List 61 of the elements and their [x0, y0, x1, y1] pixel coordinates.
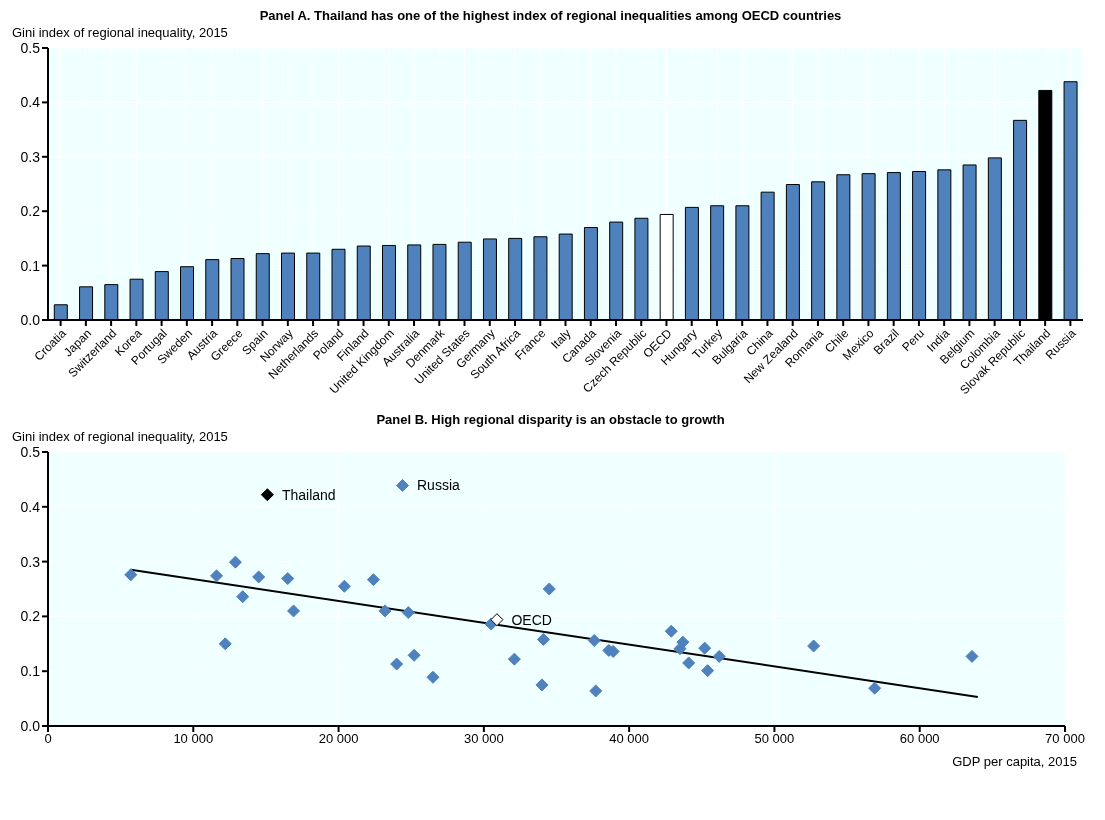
point: [664, 624, 678, 638]
series-label: OECD: [511, 611, 552, 628]
point: [589, 684, 603, 698]
point: [366, 573, 380, 587]
point: [682, 656, 696, 670]
point: [536, 632, 550, 646]
point: [252, 570, 266, 584]
point: [426, 670, 440, 684]
x-tick-label: 50 000: [754, 731, 795, 747]
point: [236, 590, 250, 604]
point: [587, 634, 601, 648]
x-axis-title: GDP per capita, 2015: [951, 754, 1077, 769]
point: [337, 579, 351, 593]
y-tick-label: 0.5: [20, 443, 41, 460]
x-tick-label: 70 000: [1045, 731, 1085, 747]
y-tick-label: 0.3: [20, 148, 41, 165]
series-label: Russia: [417, 477, 461, 494]
point: [281, 572, 295, 586]
point: [396, 478, 409, 492]
point: [287, 604, 301, 618]
y-tick-label: 0.4: [20, 498, 41, 515]
point: [535, 678, 549, 692]
x-tick-label: 0: [44, 731, 52, 747]
point: [490, 613, 504, 627]
chart-title: Panel A. Thailand has one of the highest index of regional inequalities among OECD countries: [258, 8, 843, 23]
y-tick-label: 0.0: [20, 717, 41, 734]
point: [210, 569, 224, 583]
x-tick-label: 40 000: [609, 731, 650, 747]
point: [401, 606, 415, 620]
y-tick-label: 0.3: [20, 553, 41, 570]
point: [378, 604, 392, 618]
point: [698, 641, 712, 655]
point: [124, 568, 138, 582]
point: [507, 652, 521, 666]
point: [390, 657, 404, 671]
point: [218, 637, 232, 651]
y-tick-label: 0.1: [20, 663, 41, 680]
chart-title: Panel B. High regional disparity is an obstacle to growth: [375, 412, 726, 427]
y-tick-label: 0.2: [20, 203, 41, 220]
point: [228, 555, 242, 569]
x-tick-label: 60 000: [899, 731, 940, 747]
y-tick-label: 0.1: [20, 257, 41, 274]
point: [673, 642, 687, 656]
y-tick-label: 0.2: [20, 608, 41, 625]
y-axis-title: Gini index of regional inequality, 2015: [12, 429, 229, 444]
point: [542, 582, 556, 596]
point: [260, 488, 274, 502]
x-tick-label: 10 000: [173, 731, 214, 747]
point: [965, 649, 979, 663]
y-tick-label: 0.0: [20, 311, 41, 328]
x-tick-label: 30 000: [463, 731, 504, 747]
point: [868, 681, 882, 695]
point: [701, 664, 715, 678]
point: [712, 649, 726, 663]
point: [807, 639, 821, 653]
point: [407, 648, 421, 662]
y-axis-title: Gini index of regional inequality, 2015: [12, 25, 229, 40]
y-tick-label: 0.5: [20, 39, 41, 56]
y-tick-label: 0.4: [20, 94, 41, 111]
series-label: Thailand: [281, 486, 336, 503]
x-tick-label: 20 000: [318, 731, 359, 747]
